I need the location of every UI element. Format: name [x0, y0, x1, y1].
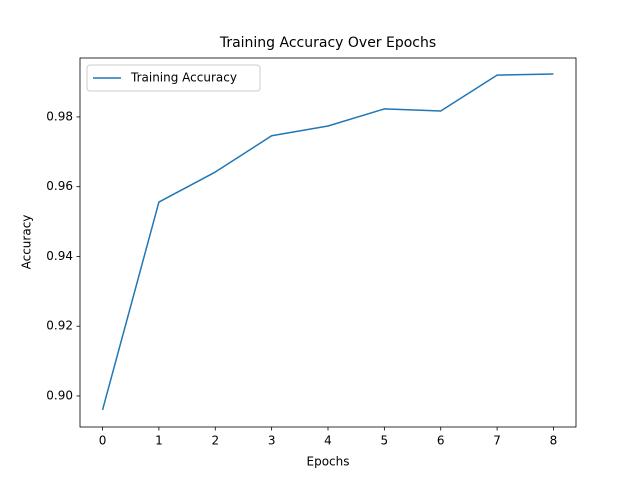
y-tick-label: 0.98 — [46, 109, 73, 123]
y-tick-label: 0.90 — [46, 388, 73, 402]
x-tick-label: 2 — [211, 434, 219, 448]
legend-box — [86, 64, 261, 92]
y-tick-label: 0.96 — [46, 179, 73, 193]
x-axis-label: Epochs — [307, 455, 350, 469]
y-tick-label: 0.92 — [46, 319, 73, 333]
y-axis-label: Accuracy — [20, 215, 34, 270]
x-tick-label: 8 — [550, 434, 558, 448]
y-tick-label: 0.94 — [46, 249, 73, 263]
legend-label: Training Accuracy — [130, 71, 237, 85]
x-tick-label: 4 — [324, 434, 332, 448]
x-tick-label: 7 — [493, 434, 501, 448]
chart-title: Training Accuracy Over Epochs — [219, 35, 436, 51]
x-tick-label: 5 — [381, 434, 389, 448]
x-tick-label: 1 — [155, 434, 163, 448]
x-tick-label: 0 — [99, 434, 107, 448]
line-series — [101, 73, 554, 411]
x-tick-label: 6 — [437, 434, 445, 448]
x-tick-label: 3 — [268, 434, 276, 448]
plot-frame — [79, 57, 577, 428]
